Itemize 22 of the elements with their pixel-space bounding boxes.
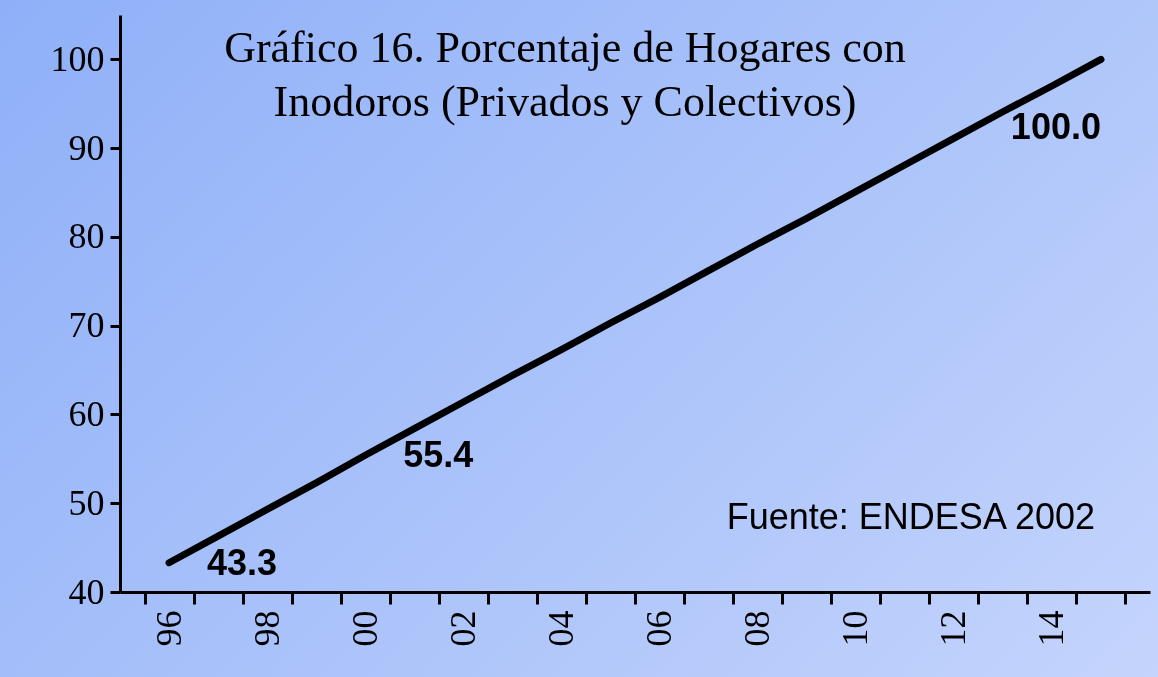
x-tick-label: 02: [442, 610, 483, 647]
x-tick-label: 12: [933, 610, 974, 647]
x-tick-label: 08: [737, 610, 778, 647]
x-tick-label: 96: [148, 610, 189, 647]
y-tick-label: 90: [68, 127, 105, 168]
x-tick-label: 00: [344, 610, 385, 647]
x-tick-label: 10: [835, 610, 876, 647]
y-tick-label: 60: [68, 393, 105, 434]
y-tick-label: 50: [68, 482, 105, 523]
x-tick-label: 04: [540, 610, 581, 647]
data-label: 100.0: [1010, 106, 1101, 148]
text: Gráfico 16. Porcentaje de Hogares con Inodoros (Privados y Colectivos): [224, 23, 906, 126]
x-tick-label: 98: [246, 610, 287, 647]
x-tick-label: 06: [639, 610, 680, 647]
annotation: Fuente: ENDESA 2002: [726, 496, 1095, 537]
y-tick-label: 100: [50, 38, 105, 79]
data-label: 55.4: [403, 434, 474, 476]
x-tick-label: 14: [1031, 610, 1072, 647]
y-tick-label: 40: [68, 571, 105, 612]
y-tick-label: 80: [68, 216, 105, 257]
y-tick-label: 70: [68, 305, 105, 346]
data-label: 43.3: [207, 541, 278, 583]
